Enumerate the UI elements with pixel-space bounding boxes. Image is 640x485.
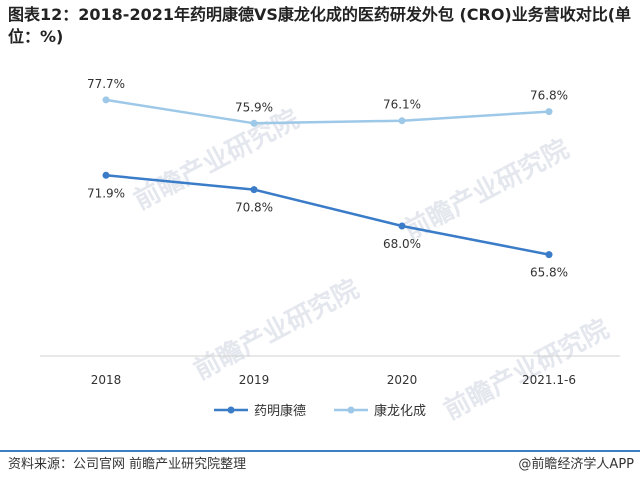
watermark: 前瞻产业研究院 [189, 273, 364, 386]
data-point-wuxi [545, 251, 553, 259]
x-tick-label: 2019 [239, 373, 270, 387]
footer-divider [0, 450, 640, 452]
data-label-wuxi: 70.8% [235, 201, 273, 215]
data-label-kanglong: 76.8% [530, 89, 568, 103]
x-tick-label: 2020 [387, 373, 418, 387]
x-tick-label: 2018 [91, 373, 122, 387]
series-line-kanglong [105, 98, 550, 125]
legend-label-wuxi: 药明康德 [254, 403, 306, 419]
data-label-wuxi: 71.9% [87, 186, 125, 200]
source-note: 资料来源：公司官网 前瞻产业研究院整理 [8, 457, 247, 472]
data-point-wuxi [102, 171, 110, 179]
legend-item-wuxi: 药明康德 [214, 403, 306, 419]
legend-marker-wuxi [227, 406, 235, 414]
data-point-kanglong [545, 108, 553, 116]
series-layer: 71.9% 70.8% 68.0% 65.8% 77.7% 75.9% 76.1% 76.8% [87, 77, 568, 280]
series-line-wuxi [105, 174, 550, 256]
data-point-wuxi [398, 222, 406, 230]
legend-marker-kanglong [347, 406, 355, 414]
data-label-kanglong: 75.9% [235, 100, 273, 114]
data-point-kanglong [250, 119, 258, 127]
legend-item-kanglong: 康龙化成 [334, 403, 426, 419]
brand-credit: @前瞻经济学人APP [518, 457, 634, 472]
x-tick-label: 2021.1-6 [522, 373, 576, 387]
data-label-kanglong: 77.7% [87, 77, 125, 91]
data-point-kanglong [398, 117, 406, 125]
watermark: 前瞻产业研究院 [439, 313, 614, 426]
data-label-wuxi: 68.0% [383, 237, 421, 251]
data-label-kanglong: 76.1% [383, 98, 421, 112]
data-point-wuxi [250, 186, 258, 194]
legend-label-kanglong: 康龙化成 [374, 403, 426, 419]
data-label-wuxi: 65.8% [530, 266, 568, 280]
data-point-kanglong [102, 96, 110, 104]
chart-title: 图表12：2018-2021年药明康德VS康龙化成的医药研发外包 (CRO)业务… [8, 5, 632, 46]
line-chart: 前瞻产业研究院 前瞻产业研究院 前瞻产业研究院 前瞻产业研究院 2018 2019… [40, 77, 620, 426]
x-tick-labels: 2018 2019 2020 2021.1-6 [91, 373, 576, 387]
legend: 药明康德 康龙化成 [214, 403, 426, 419]
watermark: 前瞻产业研究院 [129, 103, 304, 216]
